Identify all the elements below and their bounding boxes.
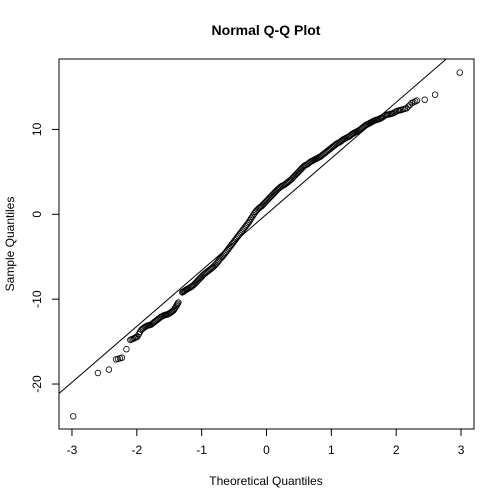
data-point: [194, 277, 202, 284]
data-point: [155, 315, 162, 322]
data-point: [258, 202, 266, 210]
data-point: [216, 256, 224, 263]
data-point: [191, 280, 199, 287]
data-point: [291, 172, 298, 180]
data-point: [270, 190, 278, 197]
data-point: [289, 175, 296, 182]
data-point: [190, 281, 198, 288]
data-point: [405, 103, 412, 110]
x-tick-label: 3: [458, 443, 465, 457]
data-point: [252, 208, 259, 215]
data-point: [267, 193, 274, 200]
chart-title: Normal Q-Q Plot: [212, 22, 321, 38]
data-point: [292, 171, 299, 179]
plot-frame: [58, 58, 475, 430]
data-point: [305, 160, 312, 167]
data-point: [266, 194, 273, 202]
x-tick-label: -1: [196, 443, 207, 457]
data-point: [247, 215, 255, 222]
data-point: [250, 211, 257, 219]
data-point: [263, 198, 270, 205]
data-point: [94, 369, 102, 377]
data-point: [246, 217, 254, 224]
data-point: [245, 218, 253, 226]
y-tick-label: 0: [30, 211, 44, 218]
data-point: [276, 184, 283, 192]
data-point: [331, 142, 338, 149]
x-tick-label: -3: [67, 443, 78, 457]
data-point: [413, 97, 421, 104]
data-point: [262, 199, 269, 206]
data-point: [403, 105, 410, 112]
x-axis: -3 -2 -1 0 1 2 3: [67, 429, 465, 457]
x-tick-label: 2: [393, 443, 400, 457]
data-point: [192, 279, 200, 286]
x-tick-label: 1: [328, 443, 335, 457]
data-point: [360, 123, 367, 131]
data-point: [211, 262, 218, 269]
y-axis: -20 -10 0 10: [30, 122, 59, 393]
data-point: [391, 109, 398, 116]
data-point: [265, 195, 272, 203]
x-axis-label: Theoretical Quantiles: [209, 474, 322, 488]
data-point: [123, 346, 130, 353]
data-point: [296, 167, 303, 174]
data-point: [337, 138, 345, 145]
data-point: [347, 132, 354, 139]
x-tick-label: 0: [263, 443, 270, 457]
data-point: [196, 275, 203, 283]
data-point: [297, 166, 305, 173]
data-point: [290, 174, 297, 181]
data-point: [70, 413, 77, 420]
x-tick-label: -2: [131, 443, 142, 457]
data-point: [105, 366, 113, 373]
data-point: [299, 163, 307, 171]
data-point: [139, 325, 146, 333]
data-point: [268, 192, 275, 199]
data-point: [271, 189, 279, 196]
plot-area: [58, 58, 475, 430]
data-point: [269, 191, 276, 198]
y-axis-label: Sample Quantiles: [3, 197, 17, 292]
data-point: [295, 168, 302, 175]
data-point: [264, 196, 271, 204]
data-point: [210, 263, 217, 271]
data-point: [456, 69, 463, 76]
data-point: [175, 299, 182, 306]
y-tick-label: 10: [30, 122, 44, 136]
data-point: [421, 96, 428, 103]
data-point: [174, 300, 181, 307]
data-point: [197, 274, 204, 282]
data-point: [259, 201, 267, 208]
data-point: [431, 91, 439, 98]
data-point: [294, 169, 301, 176]
reference-line: [58, 58, 447, 394]
data-point: [260, 200, 268, 207]
data-point: [193, 278, 201, 285]
data-point: [287, 176, 295, 183]
y-tick-label: -10: [30, 290, 44, 308]
data-point: [217, 254, 225, 262]
data-point: [249, 213, 256, 221]
data-point: [118, 354, 126, 361]
data-point: [293, 170, 300, 178]
y-tick-label: -20: [30, 375, 44, 393]
